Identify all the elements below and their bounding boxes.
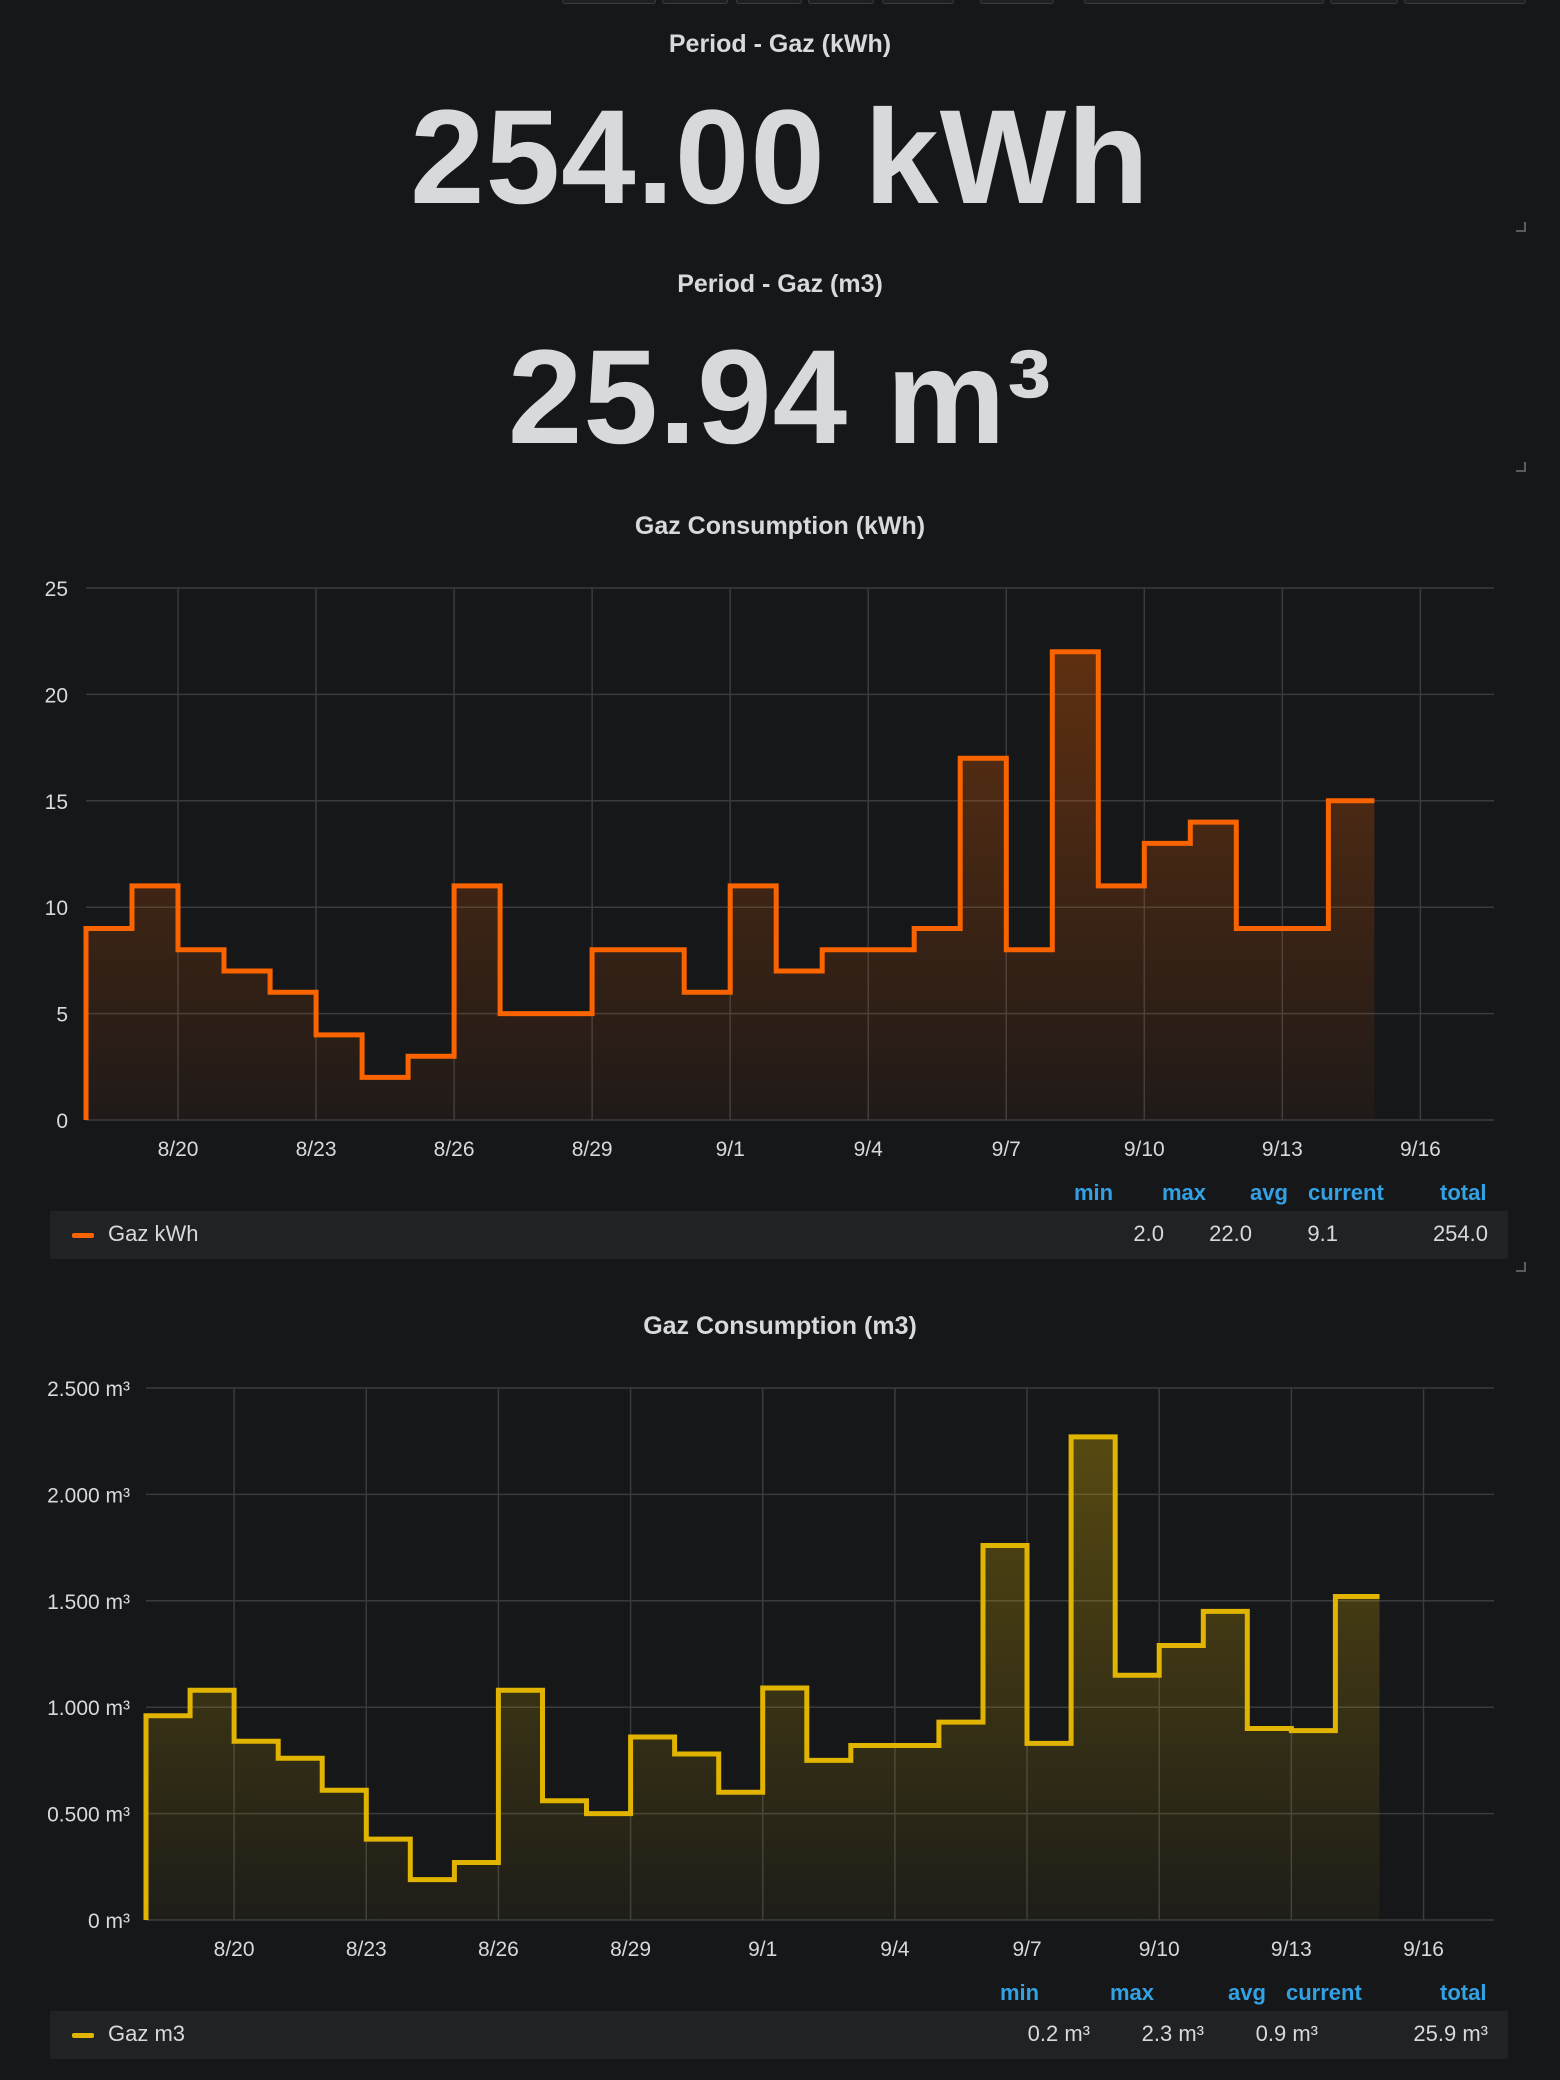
legend-header-total[interactable]: total — [1440, 1180, 1487, 1205]
legend-header-min[interactable]: min — [1074, 1180, 1114, 1205]
x-tick-label: 8/20 — [214, 1938, 255, 1961]
toolbar-button[interactable] — [980, 0, 1054, 4]
x-tick-label: 9/13 — [1271, 1938, 1312, 1961]
panel-resize-handle[interactable] — [1516, 462, 1526, 472]
y-tick-label: 0 — [56, 1110, 68, 1133]
legend-header-avg[interactable]: avg — [1250, 1180, 1288, 1205]
series-line — [83, 649, 1375, 1120]
stat-panel-kwh[interactable]: Period - Gaz (kWh) 254.00 kWh — [0, 0, 1560, 235]
legend-series-row[interactable]: Gaz m3 0.2 m³ 2.3 m³ 0.9 m³ 25.9 m³ — [50, 2011, 1508, 2059]
toolbar-button[interactable] — [1404, 0, 1526, 4]
x-tick-label: 9/7 — [1012, 1938, 1041, 1961]
y-tick-label: 0.500 m³ — [47, 1804, 130, 1827]
big-stat-value: 25.94 m³ — [507, 323, 1053, 472]
legend-value-avg: 0.9 m³ — [1255, 2021, 1318, 2046]
x-tick-label: 8/20 — [158, 1138, 199, 1161]
y-tick-label: 25 — [45, 578, 68, 601]
legend-value-min: 0.2 m³ — [1027, 2021, 1090, 2046]
panel-title: Gaz Consumption (kWh) — [634, 512, 926, 540]
toolbar-button[interactable] — [662, 0, 728, 4]
x-tick-label: 9/16 — [1403, 1938, 1444, 1961]
panel-resize-handle[interactable] — [1516, 1262, 1526, 1272]
x-tick-label: 9/4 — [880, 1938, 910, 1961]
x-tick-label: 8/29 — [610, 1938, 651, 1961]
y-tick-label: 10 — [45, 897, 68, 920]
legend-value-max: 2.3 m³ — [1141, 2021, 1204, 2046]
time-range-picker[interactable] — [1084, 0, 1324, 4]
y-tick-label: 1.000 m³ — [47, 1697, 130, 1720]
series-color-swatch[interactable] — [72, 1233, 94, 1238]
chart-m3: 0 m³ 0.500 m³ 1.000 m³ 1.500 m³ 2.000 m³ 2.50… — [47, 1378, 1494, 1961]
legend-header-min[interactable]: min — [1000, 1980, 1040, 2005]
top-toolbar — [0, 0, 1560, 4]
legend-series-row[interactable]: Gaz kWh 2.0 22.0 9.1 254.0 — [50, 1211, 1508, 1259]
x-tick-label: 8/23 — [346, 1938, 387, 1961]
toolbar-button[interactable] — [808, 0, 874, 4]
panel-title: Gaz Consumption (m3) — [643, 1312, 917, 1340]
graph-panel-kwh[interactable]: Gaz Consumption (kWh) 0 5 10 15 20 25 8/20 8/23… — [0, 500, 1560, 1275]
legend-header-max[interactable]: max — [1162, 1180, 1207, 1205]
legend-value-total: 254.0 — [1432, 1221, 1488, 1246]
chart-kwh: 0 5 10 15 20 25 8/20 8/23 8/26 8/29 9/1 9/4 9/7 9/10 9… — [45, 578, 1494, 1161]
x-tick-label: 9/10 — [1139, 1938, 1180, 1961]
stat-panel-m3[interactable]: Period - Gaz (m3) 25.94 m³ — [0, 240, 1560, 475]
x-tick-label: 8/26 — [478, 1938, 519, 1961]
x-tick-label: 9/16 — [1400, 1138, 1441, 1161]
panel-title: Period - Gaz (kWh) — [668, 30, 892, 58]
toolbar-button[interactable] — [736, 0, 802, 4]
legend-value-max: 22.0 — [1209, 1221, 1252, 1246]
y-tick-label: 2.000 m³ — [47, 1484, 130, 1507]
y-tick-label: 0 m³ — [88, 1910, 130, 1933]
series-name[interactable]: Gaz kWh — [108, 1221, 199, 1246]
panel-resize-handle[interactable] — [1516, 222, 1526, 232]
big-stat-value: 254.00 kWh — [410, 83, 1150, 232]
x-tick-label: 9/4 — [854, 1138, 884, 1161]
legend-header-max[interactable]: max — [1110, 1980, 1155, 2005]
legend-header-total[interactable]: total — [1440, 1980, 1487, 2005]
x-tick-label: 9/1 — [748, 1938, 777, 1961]
series-color-swatch[interactable] — [72, 2033, 94, 2038]
series-line — [143, 1434, 1380, 1920]
panel-title: Period - Gaz (m3) — [677, 270, 883, 298]
legend-header-avg[interactable]: avg — [1228, 1980, 1266, 2005]
x-tick-label: 8/23 — [296, 1138, 337, 1161]
legend-value-avg: 9.1 — [1307, 1221, 1338, 1246]
y-tick-label: 5 — [56, 1004, 68, 1027]
legend-header-current[interactable]: current — [1308, 1180, 1384, 1205]
legend-value-total: 25.9 m³ — [1413, 2021, 1488, 2046]
x-tick-label: 9/10 — [1124, 1138, 1165, 1161]
graph-panel-m3[interactable]: Gaz Consumption (m3) 0 m³ 0.500 m³ 1.000 m… — [0, 1300, 1560, 2080]
toolbar-button[interactable] — [562, 0, 656, 4]
x-tick-label: 9/13 — [1262, 1138, 1303, 1161]
toolbar-button[interactable] — [882, 0, 954, 4]
x-tick-label: 8/26 — [434, 1138, 475, 1161]
y-tick-label: 20 — [45, 684, 68, 707]
y-tick-label: 15 — [45, 791, 68, 814]
y-tick-label: 2.500 m³ — [47, 1378, 130, 1401]
legend-value-min: 2.0 — [1133, 1221, 1164, 1246]
toolbar-button[interactable] — [1330, 0, 1398, 4]
legend-header-current[interactable]: current — [1286, 1980, 1362, 2005]
y-tick-label: 1.500 m³ — [47, 1591, 130, 1614]
series-name[interactable]: Gaz m3 — [108, 2021, 186, 2046]
x-tick-label: 9/1 — [716, 1138, 745, 1161]
x-tick-label: 8/29 — [572, 1138, 613, 1161]
x-tick-label: 9/7 — [992, 1138, 1021, 1161]
